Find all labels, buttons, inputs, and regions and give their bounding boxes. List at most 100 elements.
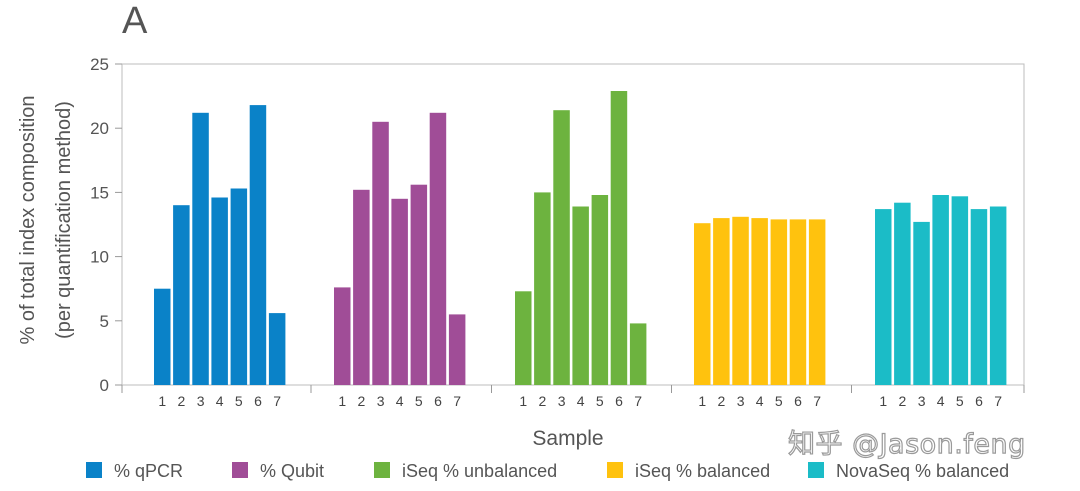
y-tick-label: 25	[90, 55, 109, 74]
x-tick-label: 6	[615, 393, 623, 409]
legend-swatch	[374, 462, 390, 478]
legend-swatch	[607, 462, 623, 478]
bar	[932, 195, 949, 385]
x-tick-label: 1	[158, 393, 166, 409]
x-tick-label: 4	[396, 393, 404, 409]
bar	[391, 198, 408, 385]
x-tick-label: 7	[813, 393, 821, 409]
bar	[789, 219, 807, 385]
watermark: 知乎 @Jason.feng	[787, 428, 1026, 460]
bar	[770, 219, 788, 385]
y-tick-label: 15	[90, 183, 109, 202]
legend-item: iSeq % unbalanced	[374, 461, 557, 481]
y-axis-label-line-2: (per quantification method)	[53, 101, 75, 339]
bar	[732, 216, 749, 385]
legend-item: NovaSeq % balanced	[808, 461, 1009, 481]
legend: % qPCR % Qubit iSeq % unbalanced iSeq % bal…	[86, 461, 1009, 481]
bar	[429, 112, 447, 386]
x-tick-label: 4	[937, 393, 945, 409]
legend-item: iSeq % balanced	[607, 461, 770, 481]
x-tick-label: 4	[577, 393, 585, 409]
x-tick-label: 2	[899, 393, 907, 409]
legend-label: % Qubit	[260, 461, 324, 481]
x-tick-label: 2	[178, 393, 186, 409]
bar	[610, 91, 628, 385]
x-tick-label: 5	[596, 393, 604, 409]
bar	[268, 313, 286, 385]
bar	[448, 314, 466, 385]
x-tick-label: 2	[718, 393, 726, 409]
x-tick-label: 1	[519, 393, 527, 409]
x-tick-label: 1	[698, 393, 706, 409]
y-axis-label-line-1: % of total index composition	[17, 95, 39, 344]
bar	[913, 221, 930, 385]
x-tick-label: 5	[415, 393, 423, 409]
x-tick-label: 3	[918, 393, 926, 409]
bar	[694, 223, 711, 385]
legend-label: iSeq % balanced	[635, 461, 770, 481]
bar	[894, 202, 911, 385]
y-tick-label: 0	[100, 376, 109, 395]
panel-label: A	[122, 0, 148, 42]
bar	[591, 195, 609, 385]
bar	[211, 197, 228, 385]
x-tick-label: 7	[453, 393, 461, 409]
x-tick-label: 6	[975, 393, 983, 409]
legend-item: % Qubit	[232, 461, 324, 481]
bar	[572, 206, 589, 385]
bar	[154, 288, 171, 385]
x-tick-label: 1	[879, 393, 887, 409]
x-tick-label: 3	[737, 393, 745, 409]
bar	[534, 192, 551, 385]
bar	[249, 105, 267, 385]
bar	[173, 205, 190, 385]
legend-label: NovaSeq % balanced	[836, 461, 1009, 481]
bar	[192, 112, 209, 386]
bar	[230, 188, 248, 385]
x-tick-label: 4	[216, 393, 224, 409]
x-tick-label: 7	[994, 393, 1002, 409]
bar	[808, 219, 826, 385]
bar	[353, 189, 370, 385]
bar	[629, 323, 647, 385]
x-tick-label: 7	[634, 393, 642, 409]
x-tick-label: 3	[377, 393, 385, 409]
x-tick-label: 1	[338, 393, 346, 409]
legend-label: iSeq % unbalanced	[402, 461, 557, 481]
bar	[334, 287, 351, 385]
y-tick-label: 5	[100, 312, 109, 331]
x-tick-label: 2	[358, 393, 366, 409]
bar	[713, 218, 730, 385]
x-tick-label: 4	[756, 393, 764, 409]
bar	[989, 206, 1007, 385]
x-tick-label: 5	[775, 393, 783, 409]
bar	[970, 209, 988, 385]
x-tick-label: 3	[558, 393, 566, 409]
bar	[372, 121, 389, 386]
x-tick-label: 6	[794, 393, 802, 409]
legend-swatch	[808, 462, 824, 478]
bar	[515, 291, 532, 385]
x-tick-label: 3	[197, 393, 205, 409]
bar	[410, 184, 428, 385]
y-tick-label: 20	[90, 119, 109, 138]
legend-swatch	[86, 462, 102, 478]
x-tick-label: 6	[254, 393, 262, 409]
legend-swatch	[232, 462, 248, 478]
x-tick-label: 5	[956, 393, 964, 409]
bar	[951, 196, 969, 385]
bar	[875, 209, 892, 385]
x-tick-label: 5	[235, 393, 243, 409]
y-tick-label: 10	[90, 248, 109, 267]
bar	[751, 218, 768, 385]
legend-item: % qPCR	[86, 461, 183, 481]
x-axis-label: Sample	[532, 427, 603, 450]
bar	[553, 110, 570, 385]
